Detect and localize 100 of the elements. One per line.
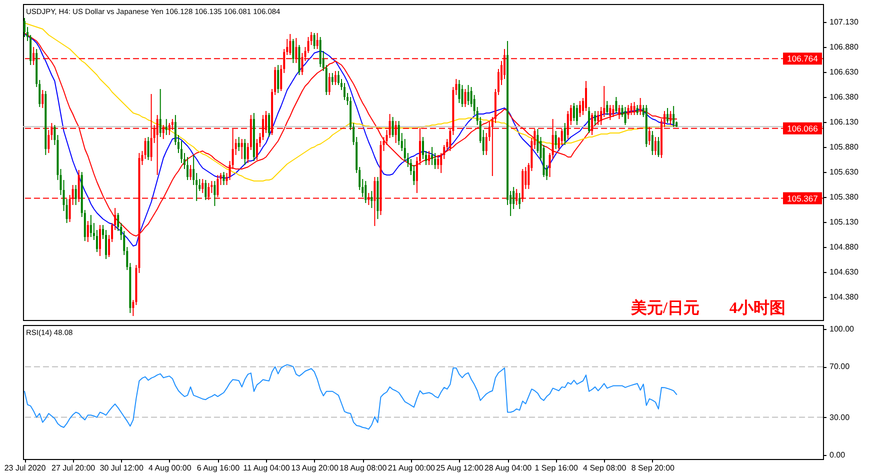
y-tick-label: 104.380 (830, 292, 859, 302)
y-tick-label: 100.00 (830, 324, 855, 334)
x-tick-label: 6 Aug 16:00 (196, 464, 240, 472)
candlestick (578, 100, 581, 118)
candlestick (268, 112, 270, 138)
annotation: 美元/日元 (630, 298, 700, 317)
candlestick (370, 190, 373, 208)
x-tick-label: 11 Aug 04:00 (243, 464, 290, 472)
candlestick (437, 154, 440, 170)
candlestick (319, 36, 322, 68)
x-tick-label: 4 Sep 08:00 (583, 464, 627, 472)
candlestick (238, 136, 240, 152)
candlestick (186, 156, 189, 180)
line-series (24, 364, 678, 430)
candlestick (202, 178, 204, 194)
ref-line-label: 106.764 (787, 54, 818, 64)
candlestick (214, 180, 216, 206)
y-tick-label: 30.00 (830, 412, 850, 422)
candlestick (159, 88, 162, 138)
candlestick (467, 84, 470, 106)
candlestick (657, 136, 660, 158)
candlestick (313, 32, 316, 50)
y-tick-label: 105.130 (830, 218, 859, 226)
x-tick-label: 4 Aug 00:00 (148, 464, 192, 472)
candlestick (86, 220, 89, 242)
y-tick-label: 105.880 (830, 142, 859, 152)
candlestick (636, 104, 638, 116)
x-tick-label: 21 Aug 00:00 (388, 464, 436, 472)
y-tick-label: 106.380 (830, 92, 859, 102)
candlestick (606, 100, 608, 116)
y-tick-label: 104.880 (830, 242, 859, 252)
candlestick (554, 130, 557, 150)
candlestick (74, 184, 77, 206)
ref-line-label: 105.367 (787, 193, 818, 204)
candlestick (458, 80, 460, 104)
y-tick-label: 105.630 (830, 168, 859, 176)
ref-line-label: 106.066 (787, 123, 818, 134)
candlestick (292, 38, 294, 64)
candlestick (331, 72, 334, 86)
candlestick (612, 104, 614, 118)
x-tick-label: 25 Aug 12:00 (436, 464, 484, 472)
candlestick (144, 138, 146, 160)
candlestick (392, 116, 394, 138)
candlestick (594, 110, 596, 126)
y-tick-label: 107.130 (830, 18, 859, 26)
candlestick (244, 138, 246, 166)
y-tick-label: 106.630 (830, 68, 859, 76)
candlestick (518, 192, 521, 210)
candlestick (654, 136, 656, 156)
candlestick (98, 224, 101, 256)
y-tick-label: 104.630 (830, 268, 859, 276)
candlestick (428, 150, 430, 166)
line-series (24, 22, 678, 182)
x-tick-label: 27 Jul 20:00 (52, 464, 96, 472)
candlestick (588, 106, 590, 134)
y-tick-label: 0.00 (830, 450, 846, 460)
x-tick-label: 1 Sep 16:00 (534, 464, 578, 472)
candlestick (670, 110, 672, 126)
x-tick-label: 8 Sep 20:00 (631, 464, 676, 472)
candlestick (222, 172, 225, 186)
candlestick (624, 106, 626, 126)
text: 4小时图 (729, 299, 786, 317)
candlestick (190, 164, 192, 180)
candlestick (572, 102, 575, 122)
candlestick (147, 136, 150, 160)
candlestick (630, 102, 632, 116)
candlestick (277, 64, 280, 94)
candlestick (90, 214, 92, 238)
x-tick-label: 28 Aug 04:00 (484, 464, 532, 472)
y-tick-label: 106.880 (830, 42, 859, 52)
y-tick-label: 106.130 (830, 118, 859, 126)
candlestick (364, 180, 367, 204)
candlestick (651, 130, 654, 156)
candlestick (618, 104, 620, 120)
candlestick (585, 80, 588, 112)
x-tick-label: 18 Aug 08:00 (340, 464, 388, 472)
x-tick-label: 30 Jul 12:00 (100, 464, 144, 472)
candlestick (639, 98, 642, 116)
y-tick-label: 70.00 (830, 362, 850, 372)
candlestick (240, 138, 243, 160)
y-tick-label: 105.380 (830, 192, 859, 202)
candlestick (597, 110, 600, 126)
candlestick (464, 88, 466, 108)
candlestick (615, 96, 618, 114)
candlestick (672, 106, 675, 128)
candlestick (334, 70, 336, 86)
x-tick-label: 23 Jul 2020 (4, 464, 46, 472)
x-tick-label: 13 Aug 20:00 (291, 464, 339, 472)
candlestick (328, 72, 330, 96)
candlestick (431, 146, 434, 166)
candlestick (666, 108, 669, 124)
candlestick (204, 180, 207, 200)
candlestick (564, 122, 566, 146)
candlestick (633, 102, 636, 116)
candlestick (627, 104, 630, 120)
candlestick (609, 104, 612, 120)
candlestick (42, 90, 44, 108)
candlestick (316, 32, 318, 50)
candlestick (24, 18, 26, 38)
candlestick (576, 104, 578, 126)
